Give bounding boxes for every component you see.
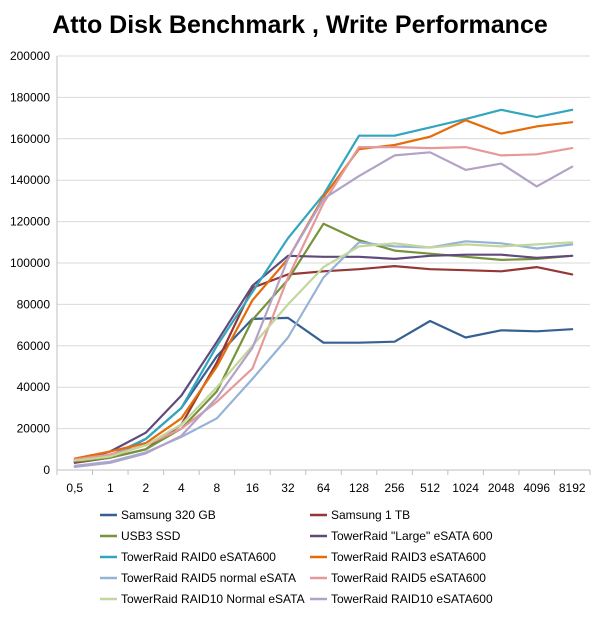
x-tick-label: 256 [385, 481, 405, 495]
y-tick-label: 60000 [17, 339, 51, 353]
legend-label: TowerRaid RAID3 eSATA600 [331, 550, 486, 564]
x-tick-label: 1024 [452, 481, 479, 495]
series-line [73, 151, 574, 468]
chart-title: Atto Disk Benchmark , Write Performance [52, 11, 548, 39]
legend-label: TowerRaid "Large" eSATA 600 [331, 529, 493, 543]
x-tick-label: 64 [317, 481, 331, 495]
x-tick-label: 4096 [523, 481, 550, 495]
legend-item: TowerRaid RAID10 eSATA600 [310, 592, 493, 606]
y-tick-label: 180000 [10, 90, 50, 104]
y-tick-label: 140000 [10, 173, 50, 187]
y-tick-label: 200000 [10, 49, 50, 63]
x-tick-label: 128 [349, 481, 369, 495]
legend-item: Samsung 1 TB [310, 508, 410, 522]
x-tick-label: 32 [281, 481, 295, 495]
legend-label: TowerRaid RAID10 eSATA600 [331, 592, 493, 606]
y-tick-label: 20000 [17, 422, 51, 436]
x-tick-label: 4 [178, 481, 185, 495]
legend-label: TowerRaid RAID5 eSATA600 [331, 571, 486, 585]
legend-item: TowerRaid RAID0 eSATA600 [100, 550, 276, 564]
series-lines [73, 108, 574, 468]
y-tick-label: 160000 [10, 132, 50, 146]
series-line [73, 241, 574, 462]
series-line [73, 108, 574, 461]
legend-label: Samsung 1 TB [331, 508, 410, 522]
x-tick-label: 2048 [488, 481, 515, 495]
series-line [73, 222, 574, 463]
y-tick-label: 80000 [17, 297, 51, 311]
axes: 0 20000 40000 60000 80000 100000 120000 140000 1… [10, 49, 591, 495]
series-line [73, 119, 574, 460]
legend-item: TowerRaid RAID10 Normal eSATA [100, 592, 305, 606]
x-tick-label: 16 [246, 481, 260, 495]
series-line [73, 146, 574, 461]
x-tick-label: 1 [107, 481, 114, 495]
legend-item: TowerRaid RAID5 eSATA600 [310, 571, 486, 585]
series-line [73, 265, 574, 464]
x-tick-label: 8 [214, 481, 221, 495]
x-tick-label: 8192 [559, 481, 586, 495]
y-tick-label: 120000 [10, 215, 50, 229]
gridlines [57, 55, 590, 430]
legend-item: TowerRaid RAID3 eSATA600 [310, 550, 486, 564]
y-tick-label: 100000 [10, 256, 50, 270]
legend-item: TowerRaid RAID5 normal eSATA [100, 571, 296, 585]
series-line [73, 253, 574, 463]
legend-item: Samsung 320 GB [100, 508, 216, 522]
x-tick-label: 2 [142, 481, 149, 495]
legend-item: USB3 SSD [100, 529, 181, 543]
series-line [73, 240, 574, 467]
legend-label: Samsung 320 GB [121, 508, 216, 522]
y-tick-label: 0 [43, 463, 50, 477]
legend-label: TowerRaid RAID0 eSATA600 [121, 550, 276, 564]
y-tick-label: 40000 [17, 380, 51, 394]
legend-label: TowerRaid RAID10 Normal eSATA [121, 592, 305, 606]
legend-item: TowerRaid "Large" eSATA 600 [310, 529, 493, 543]
x-tick-label: 512 [420, 481, 440, 495]
legend-label: USB3 SSD [121, 529, 181, 543]
legend-label: TowerRaid RAID5 normal eSATA [121, 571, 296, 585]
x-tick-label: 0,5 [66, 481, 83, 495]
legend: Samsung 320 GB Samsung 1 TB USB3 SSD TowerR… [100, 508, 493, 606]
